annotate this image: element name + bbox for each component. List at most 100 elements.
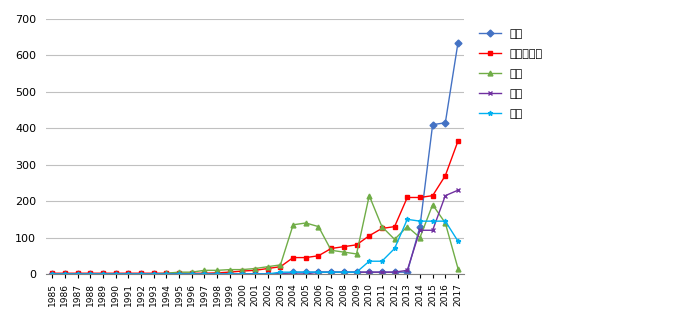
腾讯 bbox=[124, 272, 133, 276]
百度 bbox=[213, 272, 221, 276]
三星 bbox=[276, 270, 284, 274]
中国科学院 bbox=[213, 271, 221, 275]
腾讯 bbox=[454, 188, 462, 192]
百度 bbox=[251, 272, 259, 276]
微软 bbox=[352, 252, 361, 256]
中国科学院 bbox=[352, 243, 361, 247]
百度 bbox=[441, 121, 449, 125]
中国科学院 bbox=[175, 271, 183, 275]
腾讯 bbox=[441, 194, 449, 198]
百度 bbox=[276, 272, 284, 276]
腾讯 bbox=[264, 272, 272, 276]
百度 bbox=[137, 272, 145, 276]
百度 bbox=[74, 272, 82, 276]
三星 bbox=[188, 272, 196, 276]
腾讯 bbox=[378, 270, 386, 274]
微软 bbox=[441, 221, 449, 225]
中国科学院 bbox=[137, 271, 145, 275]
Line: 百度: 百度 bbox=[49, 40, 460, 276]
腾讯 bbox=[162, 272, 170, 276]
腾讯 bbox=[175, 272, 183, 276]
中国科学院 bbox=[327, 247, 335, 250]
三星 bbox=[416, 219, 424, 223]
中国科学院 bbox=[276, 265, 284, 269]
微软 bbox=[276, 263, 284, 267]
Line: 腾讯: 腾讯 bbox=[49, 188, 460, 276]
中国科学院 bbox=[289, 256, 297, 259]
中国科学院 bbox=[378, 227, 386, 230]
微软 bbox=[111, 272, 120, 276]
百度 bbox=[124, 272, 133, 276]
百度 bbox=[454, 41, 462, 45]
中国科学院 bbox=[251, 268, 259, 272]
百度 bbox=[99, 272, 107, 276]
微软 bbox=[137, 272, 145, 276]
腾讯 bbox=[150, 272, 158, 276]
三星 bbox=[175, 272, 183, 276]
微软 bbox=[225, 268, 234, 272]
腾讯 bbox=[99, 272, 107, 276]
中国科学院 bbox=[302, 256, 310, 259]
中国科学院 bbox=[416, 195, 424, 199]
Line: 中国科学院: 中国科学院 bbox=[49, 139, 460, 276]
三星 bbox=[213, 272, 221, 276]
腾讯 bbox=[74, 272, 82, 276]
中国科学院 bbox=[60, 271, 69, 275]
微软 bbox=[378, 225, 386, 229]
微软 bbox=[60, 272, 69, 276]
腾讯 bbox=[225, 272, 234, 276]
中国科学院 bbox=[365, 234, 373, 238]
三星 bbox=[327, 270, 335, 274]
中国科学院 bbox=[238, 269, 247, 273]
微软 bbox=[454, 266, 462, 270]
三星 bbox=[454, 239, 462, 243]
三星 bbox=[251, 272, 259, 276]
三星 bbox=[200, 272, 208, 276]
三星 bbox=[441, 219, 449, 223]
Line: 三星: 三星 bbox=[49, 217, 460, 276]
微软 bbox=[175, 270, 183, 274]
腾讯 bbox=[276, 272, 284, 276]
微软 bbox=[238, 268, 247, 272]
百度 bbox=[162, 272, 170, 276]
中国科学院 bbox=[200, 271, 208, 275]
三星 bbox=[225, 272, 234, 276]
百度 bbox=[86, 272, 94, 276]
腾讯 bbox=[60, 272, 69, 276]
腾讯 bbox=[340, 270, 348, 274]
三星 bbox=[99, 272, 107, 276]
三星 bbox=[162, 272, 170, 276]
三星 bbox=[137, 272, 145, 276]
中国科学院 bbox=[225, 270, 234, 274]
三星 bbox=[390, 247, 398, 250]
百度 bbox=[111, 272, 120, 276]
腾讯 bbox=[238, 272, 247, 276]
腾讯 bbox=[327, 270, 335, 274]
微软 bbox=[302, 221, 310, 225]
中国科学院 bbox=[48, 271, 56, 275]
中国科学院 bbox=[315, 254, 323, 258]
腾讯 bbox=[416, 228, 424, 232]
微软 bbox=[48, 272, 56, 276]
百度 bbox=[238, 272, 247, 276]
三星 bbox=[74, 272, 82, 276]
腾讯 bbox=[251, 272, 259, 276]
百度 bbox=[340, 270, 348, 274]
百度 bbox=[175, 272, 183, 276]
百度 bbox=[429, 123, 437, 126]
腾讯 bbox=[315, 270, 323, 274]
百度 bbox=[48, 272, 56, 276]
百度 bbox=[365, 270, 373, 274]
百度 bbox=[289, 270, 297, 274]
微软 bbox=[188, 270, 196, 274]
微软 bbox=[340, 250, 348, 254]
三星 bbox=[302, 270, 310, 274]
腾讯 bbox=[200, 272, 208, 276]
三星 bbox=[86, 272, 94, 276]
百度 bbox=[225, 272, 234, 276]
腾讯 bbox=[48, 272, 56, 276]
微软 bbox=[251, 266, 259, 270]
三星 bbox=[289, 270, 297, 274]
中国科学院 bbox=[390, 225, 398, 229]
微软 bbox=[429, 203, 437, 207]
